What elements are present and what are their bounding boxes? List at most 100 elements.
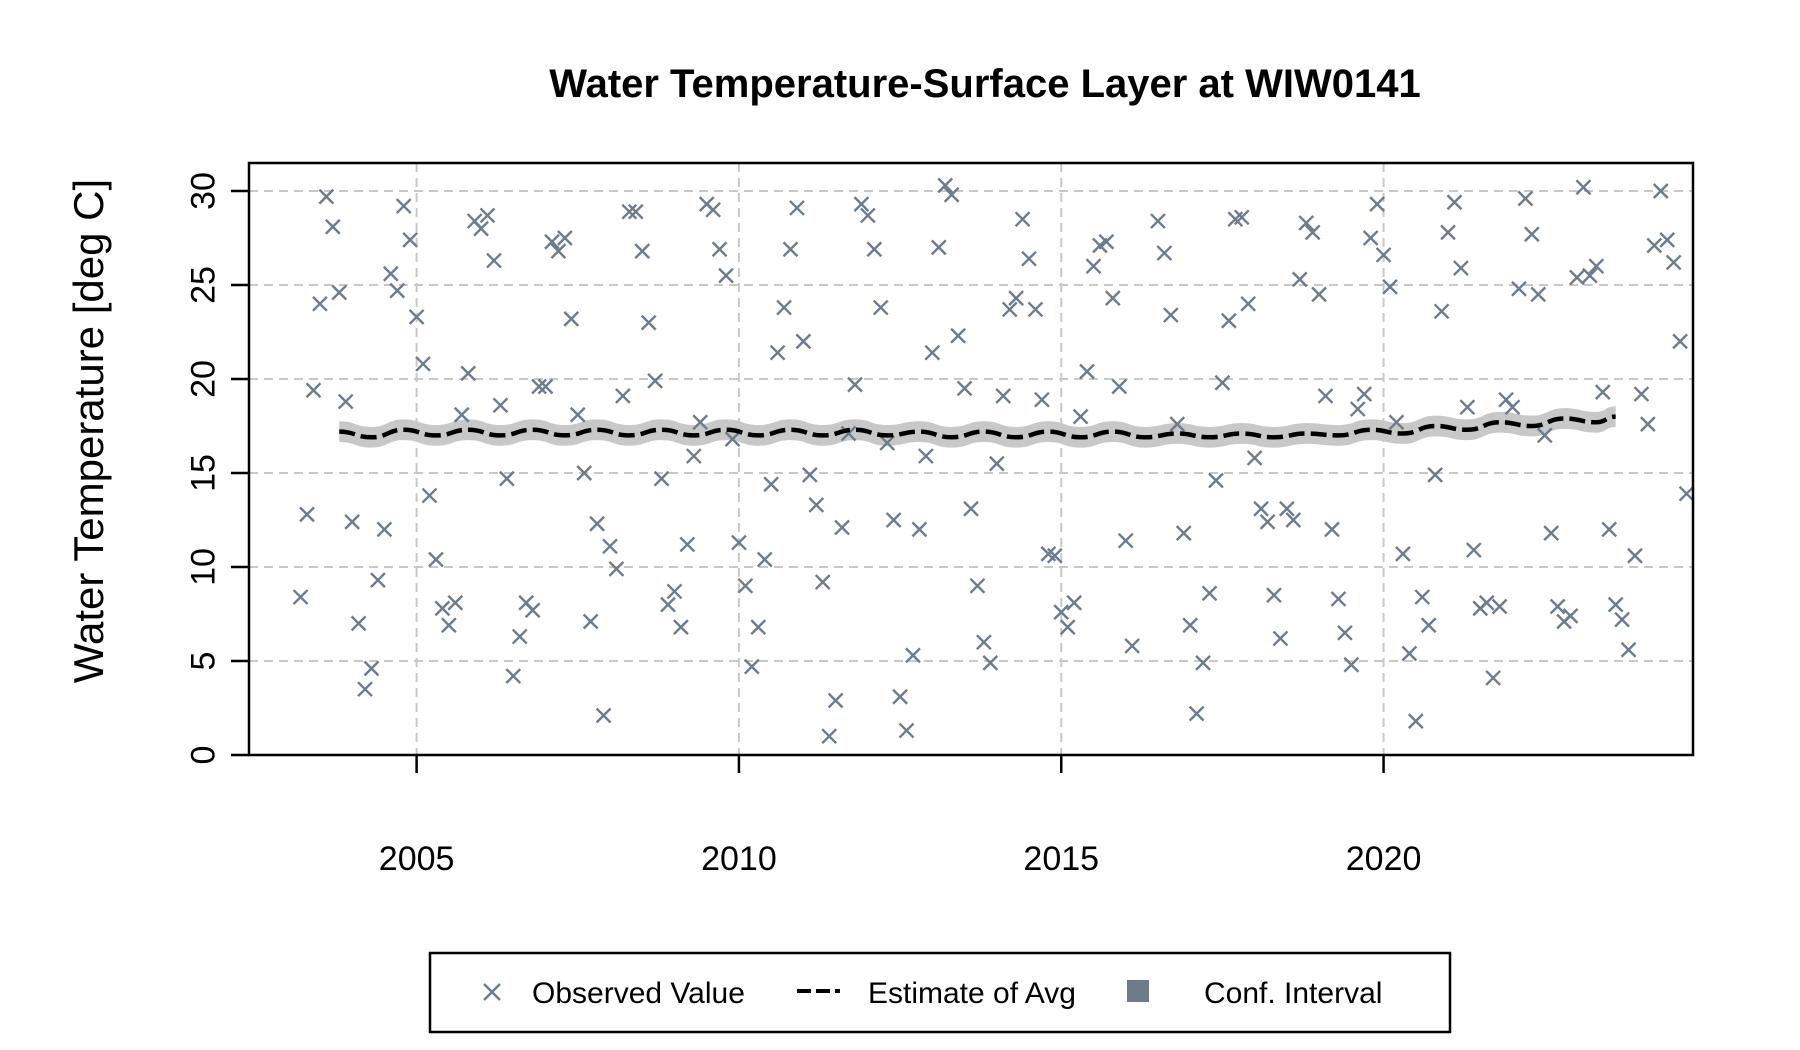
observed-point [763,476,780,493]
observed-point-stroke [969,577,986,594]
observed-point-stroke [550,243,567,260]
observed-point [705,201,721,218]
x-tick-label-2005: 2005 [379,840,455,878]
observed-point-stroke [305,382,322,399]
observed-point-stroke [350,615,367,632]
observed-point [679,536,696,553]
y-tick-label-15: 15 [184,454,222,492]
observed-point-stroke [1150,213,1166,229]
observed-point-stroke [750,619,767,636]
observed-point [324,218,341,235]
observed-point-stroke [1066,594,1082,611]
observed-point-stroke [1620,641,1637,658]
observed-point-stroke [1678,485,1695,502]
observed-point [318,188,335,205]
observed-point [421,487,438,504]
observed-point-stroke [1588,258,1605,275]
grid-lines [249,163,1693,756]
axes: 2005 2010 2015 2020 0 5 10 15 20 25 30 [184,172,1421,878]
observed-point [473,220,489,237]
observed-point [1066,594,1082,611]
observed-point [866,241,883,258]
observed-point-stroke [872,299,889,316]
observed-point [1324,521,1340,538]
observed-point-stroke [1304,224,1321,241]
observed-point-stroke [1124,638,1141,654]
observed-point-stroke [363,660,380,677]
observed-point [589,515,605,532]
observed-point [911,521,928,538]
observed-point-stroke [557,230,573,246]
observed-point [382,265,399,282]
observed-point [769,344,786,361]
observed-point [1279,500,1295,517]
observed-point-stroke [318,188,335,205]
observed-point [370,572,386,589]
observed-point-stroke [1536,427,1553,444]
observed-point [602,538,618,555]
observed-point-stroke [1330,591,1347,607]
observed-point-stroke [743,658,760,675]
observed-point [1272,630,1289,647]
observed-point-stroke [389,282,406,299]
observed-point-stroke [1156,245,1173,261]
observed-point [376,521,393,538]
observed-point [1530,286,1547,303]
observed-point [795,333,812,350]
observed-point [976,634,992,651]
observed-point-stroke [801,467,818,483]
observed-point-stroke [1337,624,1353,641]
observed-point-stroke [789,200,805,216]
observed-point-stroke [814,574,831,590]
observed-point-stroke [911,521,928,538]
observed-point [1356,386,1373,402]
observed-point [576,465,593,481]
observed-point-stroke [1414,589,1431,605]
observed-point [312,295,328,312]
observed-point-stroke [1279,500,1295,517]
observed-point-stroke [1549,598,1566,615]
observed-point-stroke [918,448,934,464]
observed-point [1317,388,1334,404]
observed-point [930,239,947,256]
observed-point-stroke [1659,232,1676,248]
observed-point [1607,596,1624,613]
observed-point-stroke [1040,545,1057,562]
observed-point-stroke [544,233,560,250]
observed-point [1433,303,1450,320]
observed-point [731,534,747,551]
observed-point-stroke [1027,301,1044,318]
chart-title: Water Temperature-Surface Layer at WIW01… [549,62,1420,106]
observed-point [615,388,631,404]
observed-point-stroke [1388,414,1405,431]
observed-point-stroke [1582,267,1598,284]
observed-point-stroke [879,435,896,451]
observed-point-stroke [634,243,651,260]
observed-point [905,647,921,664]
observed-point [892,688,908,705]
observed-point [724,431,741,448]
observed-point-stroke [976,634,992,651]
observed-point [1175,525,1192,542]
observed-point-stroke [292,589,309,605]
observed-point-stroke [905,647,921,664]
observed-point [344,514,360,530]
observed-point-stroke [1317,388,1334,404]
observed-point-stroke [1543,525,1560,542]
y-tick-label-25: 25 [184,266,222,304]
observed-point [569,406,586,423]
observed-point-stroke [930,239,947,256]
observed-point-stroke [943,186,960,203]
observed-point-stroke [415,356,431,372]
observed-point [1453,260,1469,276]
observed-point-stroke [473,220,489,237]
observed-point [1536,427,1553,444]
confidence-interval-band [339,406,1616,448]
observed-point-stroke [1001,301,1018,318]
observed-point [1021,250,1037,267]
legend-ci-icon [1127,980,1149,1002]
observed-point-stroke [608,561,625,577]
observed-point-stroke [1382,279,1398,295]
observed-point-stroke [428,551,444,568]
